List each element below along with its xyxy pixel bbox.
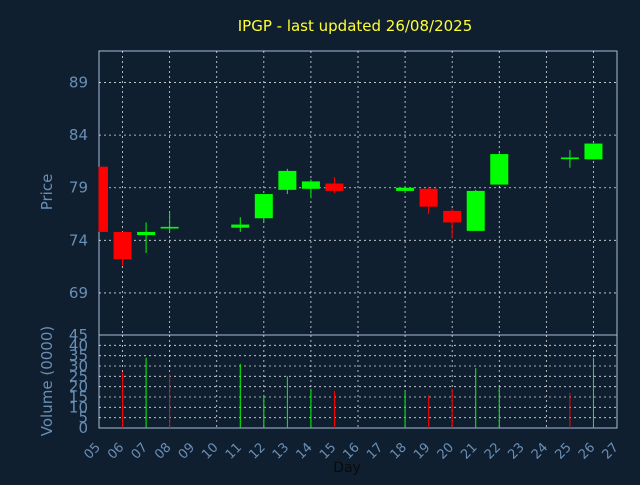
candle-body xyxy=(419,188,438,207)
candle xyxy=(466,189,485,231)
day-tick-label: 26 xyxy=(576,440,598,462)
day-tick-label: 22 xyxy=(482,440,504,462)
price-tick-label: 89 xyxy=(69,74,88,92)
grid-lines xyxy=(99,51,617,428)
day-tick-label: 10 xyxy=(199,440,221,462)
price-tick-label: 74 xyxy=(69,231,88,249)
day-tick-label: 13 xyxy=(270,440,292,462)
price-tick-label: 79 xyxy=(69,179,88,197)
day-tick-label: 27 xyxy=(600,440,622,462)
candle xyxy=(301,179,320,199)
volume-tick-label: 40 xyxy=(69,336,88,354)
volume-tick-label: 5 xyxy=(78,409,88,427)
x-axis-label: Day xyxy=(333,460,361,476)
price-axis-label: Price xyxy=(38,174,56,211)
candle xyxy=(98,166,108,232)
candles xyxy=(98,143,603,266)
candle xyxy=(419,186,438,215)
candle xyxy=(584,143,603,160)
chart-title: IPGP - last updated 26/08/2025 xyxy=(238,17,473,35)
candle xyxy=(160,211,179,232)
candle-body xyxy=(325,183,344,191)
volume-tick-label: 35 xyxy=(69,347,88,365)
volume-tick-label: 0 xyxy=(78,419,88,437)
candle-body xyxy=(396,187,415,191)
candle-body xyxy=(490,154,509,185)
volume-tick-label: 15 xyxy=(69,388,88,406)
candle xyxy=(231,217,250,232)
candle xyxy=(137,222,156,253)
day-tick-label: 24 xyxy=(529,440,551,462)
day-tick-label: 08 xyxy=(152,440,174,462)
volume-axis-label: Volume (0000) xyxy=(38,326,56,436)
candle xyxy=(325,177,344,193)
volume-tick-label: 45 xyxy=(69,326,88,344)
price-tick-labels: 69 74 79 84 89 xyxy=(69,74,88,302)
day-tick-label: 21 xyxy=(458,440,480,462)
candle-body xyxy=(113,231,132,260)
day-tick-label: 23 xyxy=(505,440,527,462)
volume-bars xyxy=(122,357,594,428)
candle xyxy=(113,231,132,266)
day-tick-label: 07 xyxy=(129,440,151,462)
volume-tick-label: 25 xyxy=(69,367,88,385)
candle-body xyxy=(99,166,108,232)
volume-tick-label: 20 xyxy=(69,378,88,396)
candle-body xyxy=(137,231,156,236)
candle-body xyxy=(254,194,273,219)
volume-tick-label: 30 xyxy=(69,357,88,375)
day-tick-label: 17 xyxy=(364,440,386,462)
candle xyxy=(443,208,462,239)
candle-body xyxy=(231,224,250,228)
candle xyxy=(254,194,273,222)
price-tick-label: 84 xyxy=(69,126,88,144)
day-tick-label: 19 xyxy=(411,440,433,462)
candle-body xyxy=(443,210,462,223)
day-tick-label: 05 xyxy=(82,440,104,462)
day-tick-label: 09 xyxy=(176,440,198,462)
day-tick-label: 11 xyxy=(223,440,245,462)
candle-body xyxy=(466,190,485,231)
candle-body xyxy=(584,143,603,160)
volume-tick-label: 10 xyxy=(69,398,88,416)
day-tick-label: 14 xyxy=(293,440,315,462)
day-tick-label: 20 xyxy=(435,440,457,462)
price-tick-label: 69 xyxy=(69,284,88,302)
day-tick-label: 06 xyxy=(105,440,127,462)
candle xyxy=(278,168,297,195)
candle-body xyxy=(301,181,320,189)
candle xyxy=(490,153,509,185)
candle xyxy=(560,149,579,168)
candle-body xyxy=(278,170,297,190)
day-tick-label: 12 xyxy=(246,440,268,462)
candle xyxy=(396,186,415,193)
day-tick-label: 18 xyxy=(388,440,410,462)
day-tick-label: 25 xyxy=(552,440,574,462)
